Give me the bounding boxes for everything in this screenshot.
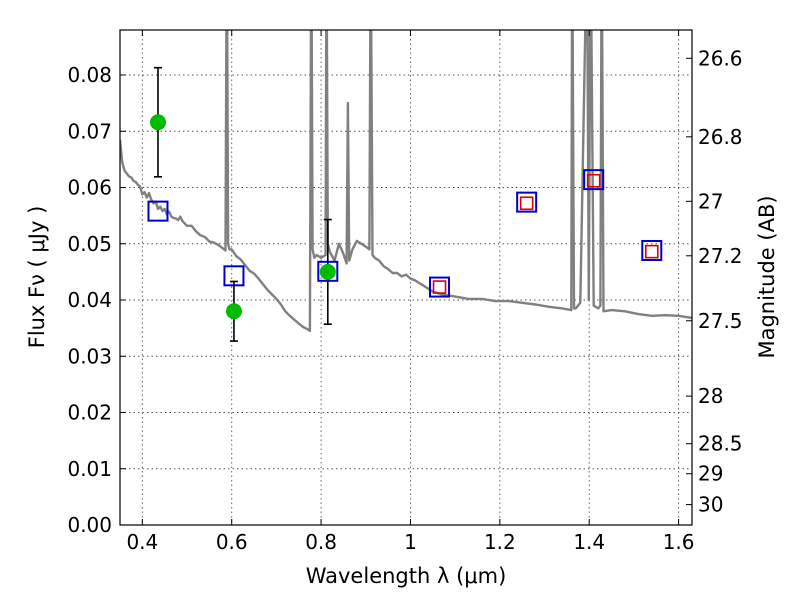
model-red-square-marker (586, 173, 601, 188)
spectrum-line (120, 30, 692, 333)
y-tick-label: 0.00 (67, 513, 112, 537)
plot-frame (119, 29, 693, 526)
model-square-marker (223, 265, 245, 287)
model-red-square-marker (432, 280, 447, 294)
model-square-marker (583, 169, 605, 191)
x-tick-label: 1.2 (484, 530, 516, 554)
x-tick-label: 1.6 (663, 530, 695, 554)
x-tick-label: 0.4 (126, 530, 158, 554)
right-tick-label: 26.8 (698, 125, 743, 149)
photometry-point (319, 263, 336, 280)
model-red-square-marker (519, 196, 534, 211)
y-tick-label: 0.06 (67, 176, 112, 200)
x-tick-label: 1 (404, 530, 417, 554)
right-tick-label: 29 (698, 462, 723, 486)
y-tick-label: 0.08 (67, 63, 112, 87)
right-tick-label: 27.5 (698, 309, 743, 333)
right-tick-label: 27.2 (698, 244, 743, 268)
right-tick-label: 30 (698, 493, 723, 517)
photometry-point (149, 114, 166, 131)
x-tick-label: 0.8 (305, 530, 337, 554)
right-tick-label: 28.5 (698, 432, 743, 456)
model-square-marker (516, 191, 538, 213)
model-square-marker (641, 240, 663, 261)
x-tick-label: 1.4 (573, 530, 605, 554)
y-tick-label: 0.04 (67, 288, 112, 312)
model-square-marker (317, 260, 339, 282)
right-tick-label: 26.6 (698, 46, 743, 70)
data-layer (120, 30, 692, 342)
model-square-marker (147, 200, 169, 222)
y-tick-label: 0.02 (67, 401, 112, 425)
right-axis-label: Magnitude (AB) (755, 195, 779, 358)
y-tick-label: 0.05 (67, 232, 112, 256)
model-red-square-marker (644, 244, 659, 259)
right-tick-label: 27 (698, 189, 723, 213)
x-axis-label: Wavelength λ (μm) (306, 564, 507, 588)
y-tick-label: 0.07 (67, 119, 112, 143)
tick-layer: 0.4 0.6 0.8 1 1.2 1.4 1.6 0.00 0.01 0.02 0.03 0.04 0… (67, 30, 743, 554)
y-axis-label: Flux Fν ( μJy ) (25, 206, 49, 349)
right-tick-label: 28 (698, 384, 723, 408)
y-tick-label: 0.03 (67, 344, 112, 368)
photometry-point (225, 303, 242, 320)
y-tick-label: 0.01 (67, 457, 112, 481)
grid-layer (120, 30, 692, 526)
model-square-marker (429, 276, 451, 298)
x-tick-label: 0.6 (216, 530, 248, 554)
